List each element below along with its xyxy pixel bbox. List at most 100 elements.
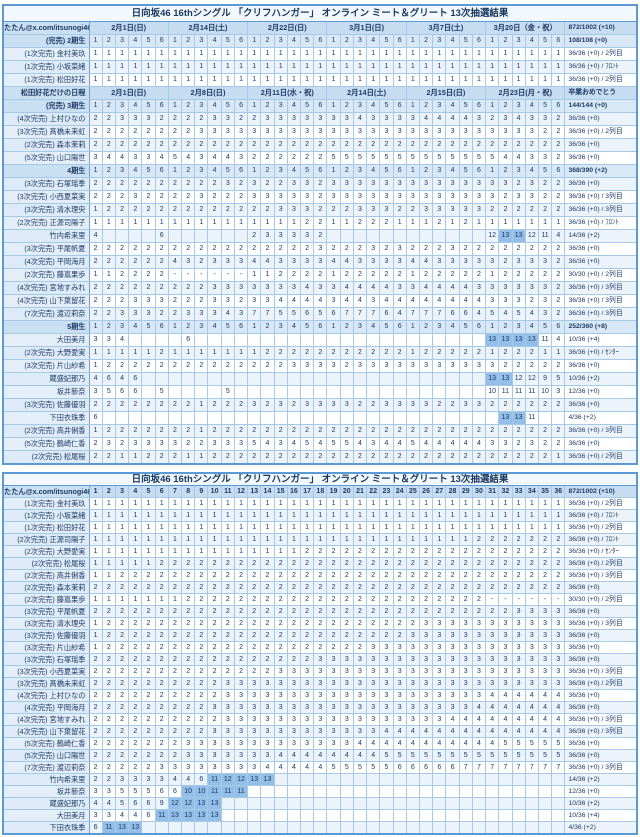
slot-cell: 3 [498, 665, 513, 678]
slot-cell: 2 [181, 653, 196, 666]
slot-cell [220, 372, 235, 386]
slot-cell: 1 [299, 521, 315, 534]
slot-cell: 2 [458, 346, 473, 360]
slot-cell: 2 [247, 151, 262, 165]
table-row: (1次完売) 小坂菜緒 1 1 1 1 1 1 1 1 1 1 1 1 1 1 1 1 1 1 1 1 1 1 1 1 1 1 1 1 1… [2, 60, 638, 74]
member-label: (2次完売) 正源司陽子 [2, 216, 90, 230]
slot-cell: 3 [498, 653, 513, 666]
slot-cell [352, 385, 368, 399]
slot-cell: 10 [194, 785, 209, 798]
slot-cell: 3 [405, 689, 420, 702]
slot-cell: 1 [313, 533, 328, 546]
slot-cell [207, 411, 222, 425]
slot-cell: 2 [101, 203, 116, 217]
slot-cell: 2 [154, 398, 169, 412]
slot-cell: 2 [181, 125, 196, 139]
slot-cell [379, 773, 394, 786]
slot-cell: 3 [299, 229, 315, 243]
slot-cell: 1 [167, 346, 183, 360]
slot-cell: 5 [313, 307, 328, 321]
slot-cell: 6 [432, 761, 447, 774]
slot-cell: 2 [101, 629, 116, 642]
slot-cell: 2 [141, 641, 156, 654]
slot-cell: 3 [392, 398, 407, 412]
slot-cell: 1 [194, 509, 209, 522]
slot-cell: 3 [445, 242, 460, 256]
slot-cell: 1 [339, 60, 354, 74]
member-label: 蔵盛妃那乃 [2, 372, 90, 386]
slot-cell [339, 385, 354, 399]
slot-cell: 4 [471, 307, 487, 321]
slot-cell: 3 [273, 677, 288, 690]
member-label: (1次完売) 小坂菜緒 [2, 60, 90, 74]
slot-cell: 2 [88, 450, 103, 465]
slot-cell: 2 [471, 605, 487, 618]
slot-number: 5 [141, 320, 156, 334]
slot-cell: 3 [220, 281, 235, 295]
slot-cell: 2 [194, 689, 209, 702]
slot-cell: 1 [524, 509, 539, 522]
slot-cell: 1 [247, 497, 262, 510]
slot-cell: 2 [485, 569, 500, 582]
slot-cell: 2 [445, 346, 460, 360]
slot-cell: 2 [551, 125, 566, 139]
slot-cell: 1 [379, 533, 394, 546]
slot-number: 5 [220, 164, 235, 178]
slot-cell: 2 [233, 190, 249, 204]
slot-cell: 4 [432, 437, 447, 451]
slot-cell: 3 [498, 617, 513, 630]
row-summary: 36/36 (+0) / 3列目 [564, 761, 638, 774]
slot-cell: 3 [379, 255, 394, 269]
slot-cell [405, 809, 420, 822]
slot-cell: 2 [141, 190, 156, 204]
slot-cell: 2 [260, 138, 275, 152]
slot-number: 4 [207, 164, 222, 178]
slot-cell: 2 [392, 629, 407, 642]
column-number: 21 [352, 485, 368, 498]
column-number: 17 [299, 485, 315, 498]
row-summary: 36/36 (+0) [564, 641, 638, 654]
slot-cell: 3 [418, 713, 434, 726]
slot-cell: 2 [114, 255, 130, 269]
slot-cell: 1 [141, 593, 156, 606]
slot-cell: 1 [286, 533, 302, 546]
slot-cell: 2 [286, 581, 302, 594]
slot-cell: 4 [471, 437, 487, 451]
slot-cell [247, 809, 262, 822]
slot-cell: 2 [220, 617, 235, 630]
slot-cell [418, 785, 434, 798]
slot-cell [313, 333, 328, 347]
slot-cell: 4 [485, 701, 500, 714]
slot-cell: 3 [286, 701, 302, 714]
slot-cell: 1 [405, 268, 420, 282]
slot-cell [233, 797, 249, 810]
member-label: (1次完売) 金村美玖 [2, 497, 90, 510]
slot-cell [471, 821, 487, 835]
slot-cell: 2 [458, 450, 473, 465]
slot-cell: 3 [207, 255, 222, 269]
slot-cell: 5 [551, 372, 566, 386]
slot-cell [511, 785, 526, 798]
slot-cell: 2 [220, 190, 235, 204]
slot-cell: 2 [551, 569, 566, 582]
slot-number: 3 [511, 164, 526, 178]
slot-cell: 3 [313, 398, 328, 412]
slot-cell: 2 [233, 569, 249, 582]
slot-cell: 1 [537, 509, 553, 522]
slot-cell: 3 [392, 359, 407, 373]
slot-cell [471, 797, 487, 810]
slot-cell: 4 [392, 725, 407, 738]
slot-cell: 2 [141, 605, 156, 618]
slot-cell: 1 [445, 60, 460, 74]
slot-cell: 3 [551, 665, 566, 678]
slot-cell: 11 [154, 809, 169, 822]
slot-cell: 4 [524, 725, 539, 738]
slot-cell: 1 [181, 346, 196, 360]
slot-cell: 2 [313, 268, 328, 282]
slot-cell: 2 [207, 605, 222, 618]
slot-cell: 1 [537, 521, 553, 534]
slot-cell [551, 411, 566, 425]
column-number: 14 [260, 485, 275, 498]
slot-cell [128, 411, 143, 425]
slot-cell: 2 [194, 112, 209, 126]
